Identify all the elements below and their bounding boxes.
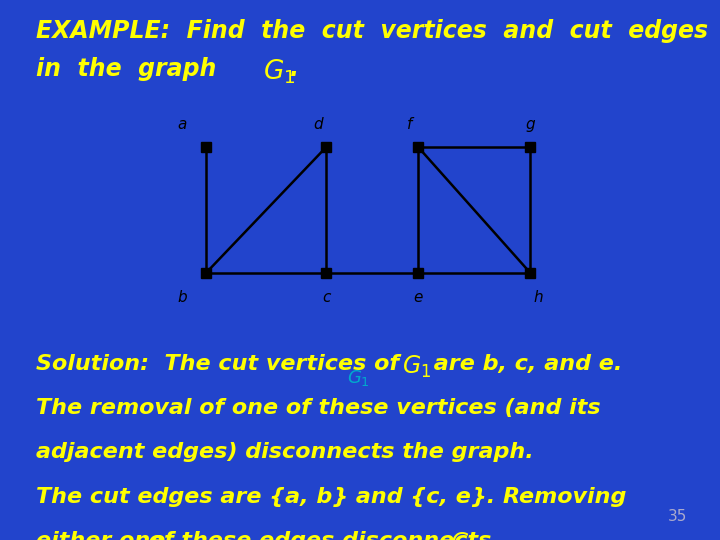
Text: .: . bbox=[475, 531, 484, 540]
Text: either one: either one bbox=[36, 531, 166, 540]
Text: $\mathit{G_1}$: $\mathit{G_1}$ bbox=[263, 58, 295, 86]
Text: in  the  graph: in the graph bbox=[36, 57, 233, 80]
Text: b: b bbox=[178, 290, 187, 305]
Text: .: . bbox=[289, 57, 299, 80]
Text: The removal of one of these vertices (and its: The removal of one of these vertices (an… bbox=[36, 398, 600, 418]
Text: adjacent edges) disconnects the graph.: adjacent edges) disconnects the graph. bbox=[36, 442, 534, 462]
Text: $\mathit{G}_1$: $\mathit{G}_1$ bbox=[402, 354, 431, 380]
Text: g: g bbox=[525, 117, 535, 132]
Text: a: a bbox=[178, 117, 187, 132]
Text: Solution:  The cut vertices of: Solution: The cut vertices of bbox=[36, 354, 407, 374]
Text: h: h bbox=[534, 290, 543, 305]
Text: d: d bbox=[313, 117, 323, 132]
Text: of these edges disconnects: of these edges disconnects bbox=[141, 531, 499, 540]
Text: are b, c, and e.: are b, c, and e. bbox=[426, 354, 623, 374]
Text: EXAMPLE:  Find  the  cut  vertices  and  cut  edges: EXAMPLE: Find the cut vertices and cut e… bbox=[36, 19, 708, 43]
Text: e: e bbox=[413, 290, 423, 305]
Text: f: f bbox=[408, 117, 413, 132]
Text: $\mathit{G}_1$: $\mathit{G}_1$ bbox=[347, 368, 369, 388]
Text: $\mathit{G}_1$: $\mathit{G}_1$ bbox=[450, 531, 480, 540]
Text: c: c bbox=[322, 290, 330, 305]
Text: The cut edges are {a, b} and {c, e}. Removing: The cut edges are {a, b} and {c, e}. Rem… bbox=[36, 487, 626, 507]
Text: 35: 35 bbox=[668, 509, 688, 524]
